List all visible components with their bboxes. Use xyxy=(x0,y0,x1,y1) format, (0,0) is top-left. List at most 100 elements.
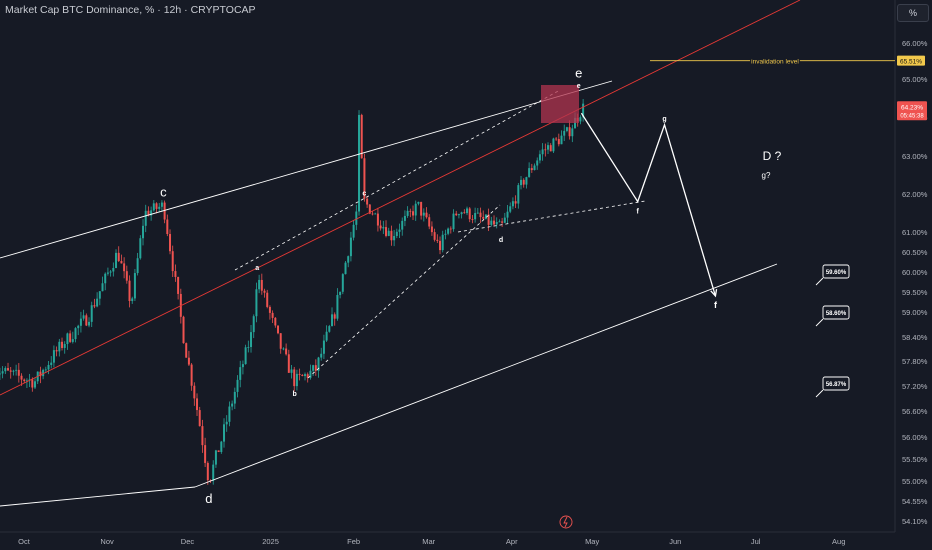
candle-body xyxy=(23,379,26,382)
invalidation-label: invalidation level xyxy=(751,59,799,66)
candle-body xyxy=(574,117,577,129)
candle-body xyxy=(268,306,271,313)
y-tick-label: 58.40% xyxy=(902,333,928,342)
candle-body xyxy=(301,374,304,376)
candle-body xyxy=(225,421,228,425)
candle-body xyxy=(417,201,420,204)
projection-label-f: f xyxy=(714,300,718,310)
candle-body xyxy=(306,374,309,378)
candle-body xyxy=(158,206,161,209)
candle-body xyxy=(206,462,209,481)
candle-body xyxy=(109,271,112,273)
y-tick-label: 60.50% xyxy=(902,248,928,257)
projection-arrowhead xyxy=(710,288,718,298)
candle-body xyxy=(552,138,555,152)
candle-body xyxy=(117,252,120,262)
candle-body xyxy=(414,203,417,216)
y-tick-label: 55.50% xyxy=(902,455,928,464)
current-price-text: 64.23% xyxy=(901,104,923,111)
candle-body xyxy=(47,364,50,370)
candle-body xyxy=(325,331,328,341)
candle-body xyxy=(568,127,571,137)
candle-body xyxy=(520,179,523,186)
candle-body xyxy=(401,220,404,230)
red-trend-line xyxy=(0,0,801,396)
candle-body xyxy=(142,225,145,239)
candle-body xyxy=(204,445,207,463)
candle-body xyxy=(193,385,196,399)
candle-body xyxy=(390,230,393,241)
target-box xyxy=(822,264,850,279)
candle-body xyxy=(374,213,377,215)
candle-body xyxy=(25,380,28,382)
candle-body xyxy=(266,292,269,307)
candle-body xyxy=(476,212,479,214)
candle-body xyxy=(449,228,452,230)
candle-body xyxy=(93,305,96,307)
candle-body xyxy=(420,201,423,216)
candle-body xyxy=(358,114,361,212)
current-price-badge xyxy=(897,101,927,121)
candle-body xyxy=(298,373,301,375)
candle-body xyxy=(482,217,485,219)
candle-body xyxy=(217,450,220,453)
y-tick-label: 61.00% xyxy=(902,228,928,237)
candle-body xyxy=(385,227,388,236)
candle-body xyxy=(31,379,34,388)
candle-body xyxy=(430,226,433,233)
candle-body xyxy=(347,256,350,263)
candle-body xyxy=(509,206,512,212)
x-tick-label: Aug xyxy=(832,537,845,546)
invalidation-badge-text: 65.51% xyxy=(900,59,922,66)
candle-body xyxy=(295,373,298,387)
candle-body xyxy=(128,280,131,302)
invalidation-badge xyxy=(897,55,925,66)
y-tick-label: 56.60% xyxy=(902,407,928,416)
candle-body xyxy=(239,367,242,380)
candle-body xyxy=(547,145,550,150)
candle-body xyxy=(50,362,53,365)
candle-body xyxy=(563,130,566,136)
candle-body xyxy=(96,298,99,307)
percent-scale-button[interactable]: % xyxy=(897,4,929,22)
candle-body xyxy=(287,354,290,373)
candle-body xyxy=(571,128,574,137)
candle-body xyxy=(279,333,282,349)
candle-body xyxy=(368,204,371,214)
candle-body xyxy=(17,369,20,376)
candle-body xyxy=(171,251,174,272)
candle-body xyxy=(247,347,250,348)
candle-body xyxy=(409,210,412,212)
y-tick-label: 60.00% xyxy=(902,268,928,277)
candle-body xyxy=(422,212,425,216)
candle-body xyxy=(433,232,436,240)
candle-body xyxy=(285,348,288,355)
countdown-text: 05:45:38 xyxy=(900,113,924,119)
candle-body xyxy=(331,314,334,327)
candle-body xyxy=(74,328,77,340)
candle-body xyxy=(228,406,231,422)
target-pointer xyxy=(815,318,824,327)
candle-body xyxy=(231,403,234,407)
candle-body xyxy=(506,211,509,218)
candle-body xyxy=(468,208,471,220)
x-tick-label: Mar xyxy=(422,537,435,546)
candle-body xyxy=(85,315,88,326)
candle-body xyxy=(71,339,74,342)
candle-body xyxy=(387,230,390,236)
candle-body xyxy=(133,273,136,299)
y-tick-label: 65.00% xyxy=(902,75,928,84)
candle-body xyxy=(314,365,317,371)
target-label: 56.87% xyxy=(826,382,847,388)
candle-body xyxy=(312,365,315,371)
candle-body xyxy=(66,333,69,345)
wave-label-minor: a xyxy=(255,265,259,272)
candle-body xyxy=(495,222,498,225)
candle-body xyxy=(363,158,366,199)
candle-body xyxy=(393,235,396,241)
x-tick-label: Apr xyxy=(506,537,518,546)
candle-body xyxy=(9,370,12,372)
candle-body xyxy=(525,177,528,185)
x-tick-label: Jun xyxy=(669,537,681,546)
